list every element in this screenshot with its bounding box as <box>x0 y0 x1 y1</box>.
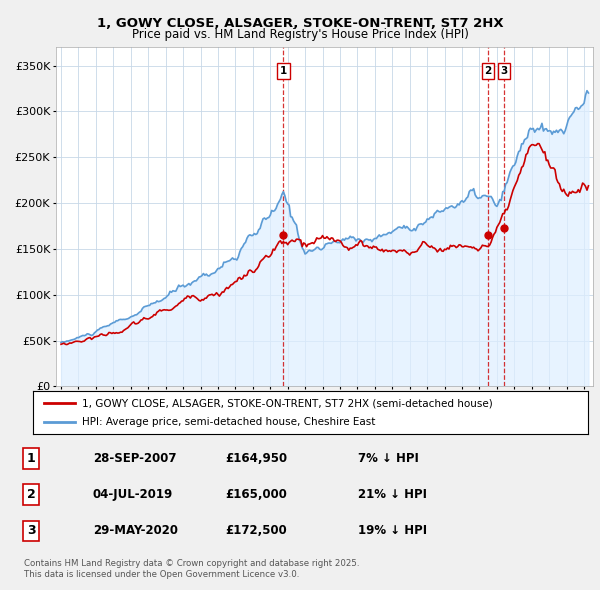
Text: 3: 3 <box>26 525 35 537</box>
Text: £172,500: £172,500 <box>225 525 287 537</box>
Text: 1: 1 <box>26 452 35 465</box>
Text: 3: 3 <box>500 66 508 76</box>
Text: 28-SEP-2007: 28-SEP-2007 <box>92 452 176 465</box>
Text: £165,000: £165,000 <box>225 488 287 501</box>
Text: 21% ↓ HPI: 21% ↓ HPI <box>358 488 427 501</box>
Text: 1, GOWY CLOSE, ALSAGER, STOKE-ON-TRENT, ST7 2HX (semi-detached house): 1, GOWY CLOSE, ALSAGER, STOKE-ON-TRENT, … <box>82 398 493 408</box>
Text: £164,950: £164,950 <box>225 452 287 465</box>
Text: 1, GOWY CLOSE, ALSAGER, STOKE-ON-TRENT, ST7 2HX: 1, GOWY CLOSE, ALSAGER, STOKE-ON-TRENT, … <box>97 17 503 30</box>
Text: 2: 2 <box>485 66 492 76</box>
Text: 19% ↓ HPI: 19% ↓ HPI <box>358 525 427 537</box>
Text: HPI: Average price, semi-detached house, Cheshire East: HPI: Average price, semi-detached house,… <box>82 417 375 427</box>
Text: 04-JUL-2019: 04-JUL-2019 <box>92 488 173 501</box>
Text: 1: 1 <box>280 66 287 76</box>
Text: Price paid vs. HM Land Registry's House Price Index (HPI): Price paid vs. HM Land Registry's House … <box>131 28 469 41</box>
Text: Contains HM Land Registry data © Crown copyright and database right 2025.
This d: Contains HM Land Registry data © Crown c… <box>24 559 359 579</box>
Text: 29-MAY-2020: 29-MAY-2020 <box>92 525 178 537</box>
Text: 2: 2 <box>26 488 35 501</box>
Text: 7% ↓ HPI: 7% ↓ HPI <box>358 452 418 465</box>
